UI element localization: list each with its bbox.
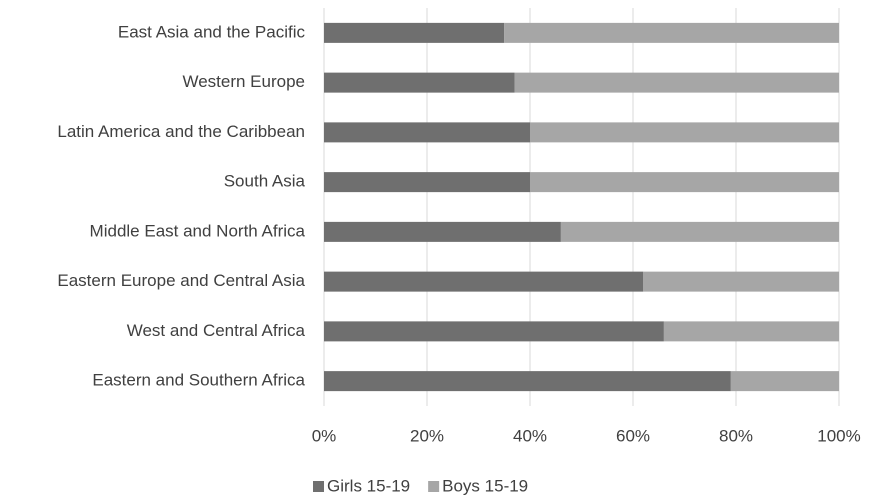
y-tick-label: West and Central Africa [127,321,306,340]
bar-segment [560,221,839,242]
bar-segment [324,72,515,93]
y-tick-label: Eastern and Southern Africa [92,371,305,390]
bar-segment [324,172,530,193]
bar-segment [324,221,561,242]
bar-segment [730,371,839,392]
bar-segment [504,22,839,43]
y-tick-label: Eastern Europe and Central Asia [57,271,305,290]
legend-label: Girls 15-19 [327,476,410,495]
bar-segment [643,271,839,292]
bar-segment [324,371,731,392]
bar-segment [324,122,530,143]
y-tick-label: Western Europe [182,72,305,91]
y-tick-label: Latin America and the Caribbean [57,122,305,141]
bar-segment [324,321,664,342]
x-tick-label: 100% [817,426,860,445]
legend-label: Boys 15-19 [442,476,528,495]
legend-swatch [313,481,324,492]
bar-segment [530,122,839,143]
x-tick-label: 20% [410,426,444,445]
x-tick-label: 80% [719,426,753,445]
x-tick-label: 40% [513,426,547,445]
y-tick-label: East Asia and the Pacific [118,22,306,41]
y-tick-label: South Asia [224,172,306,191]
y-tick-label: Middle East and North Africa [90,221,306,240]
bar-segment [514,72,839,93]
bar-segment [324,22,505,43]
x-tick-label: 60% [616,426,650,445]
bar-segment [324,271,644,292]
legend-swatch [428,481,440,492]
bar-segment [530,172,839,193]
x-tick-label: 0% [312,426,337,445]
bar-segment [663,321,839,342]
